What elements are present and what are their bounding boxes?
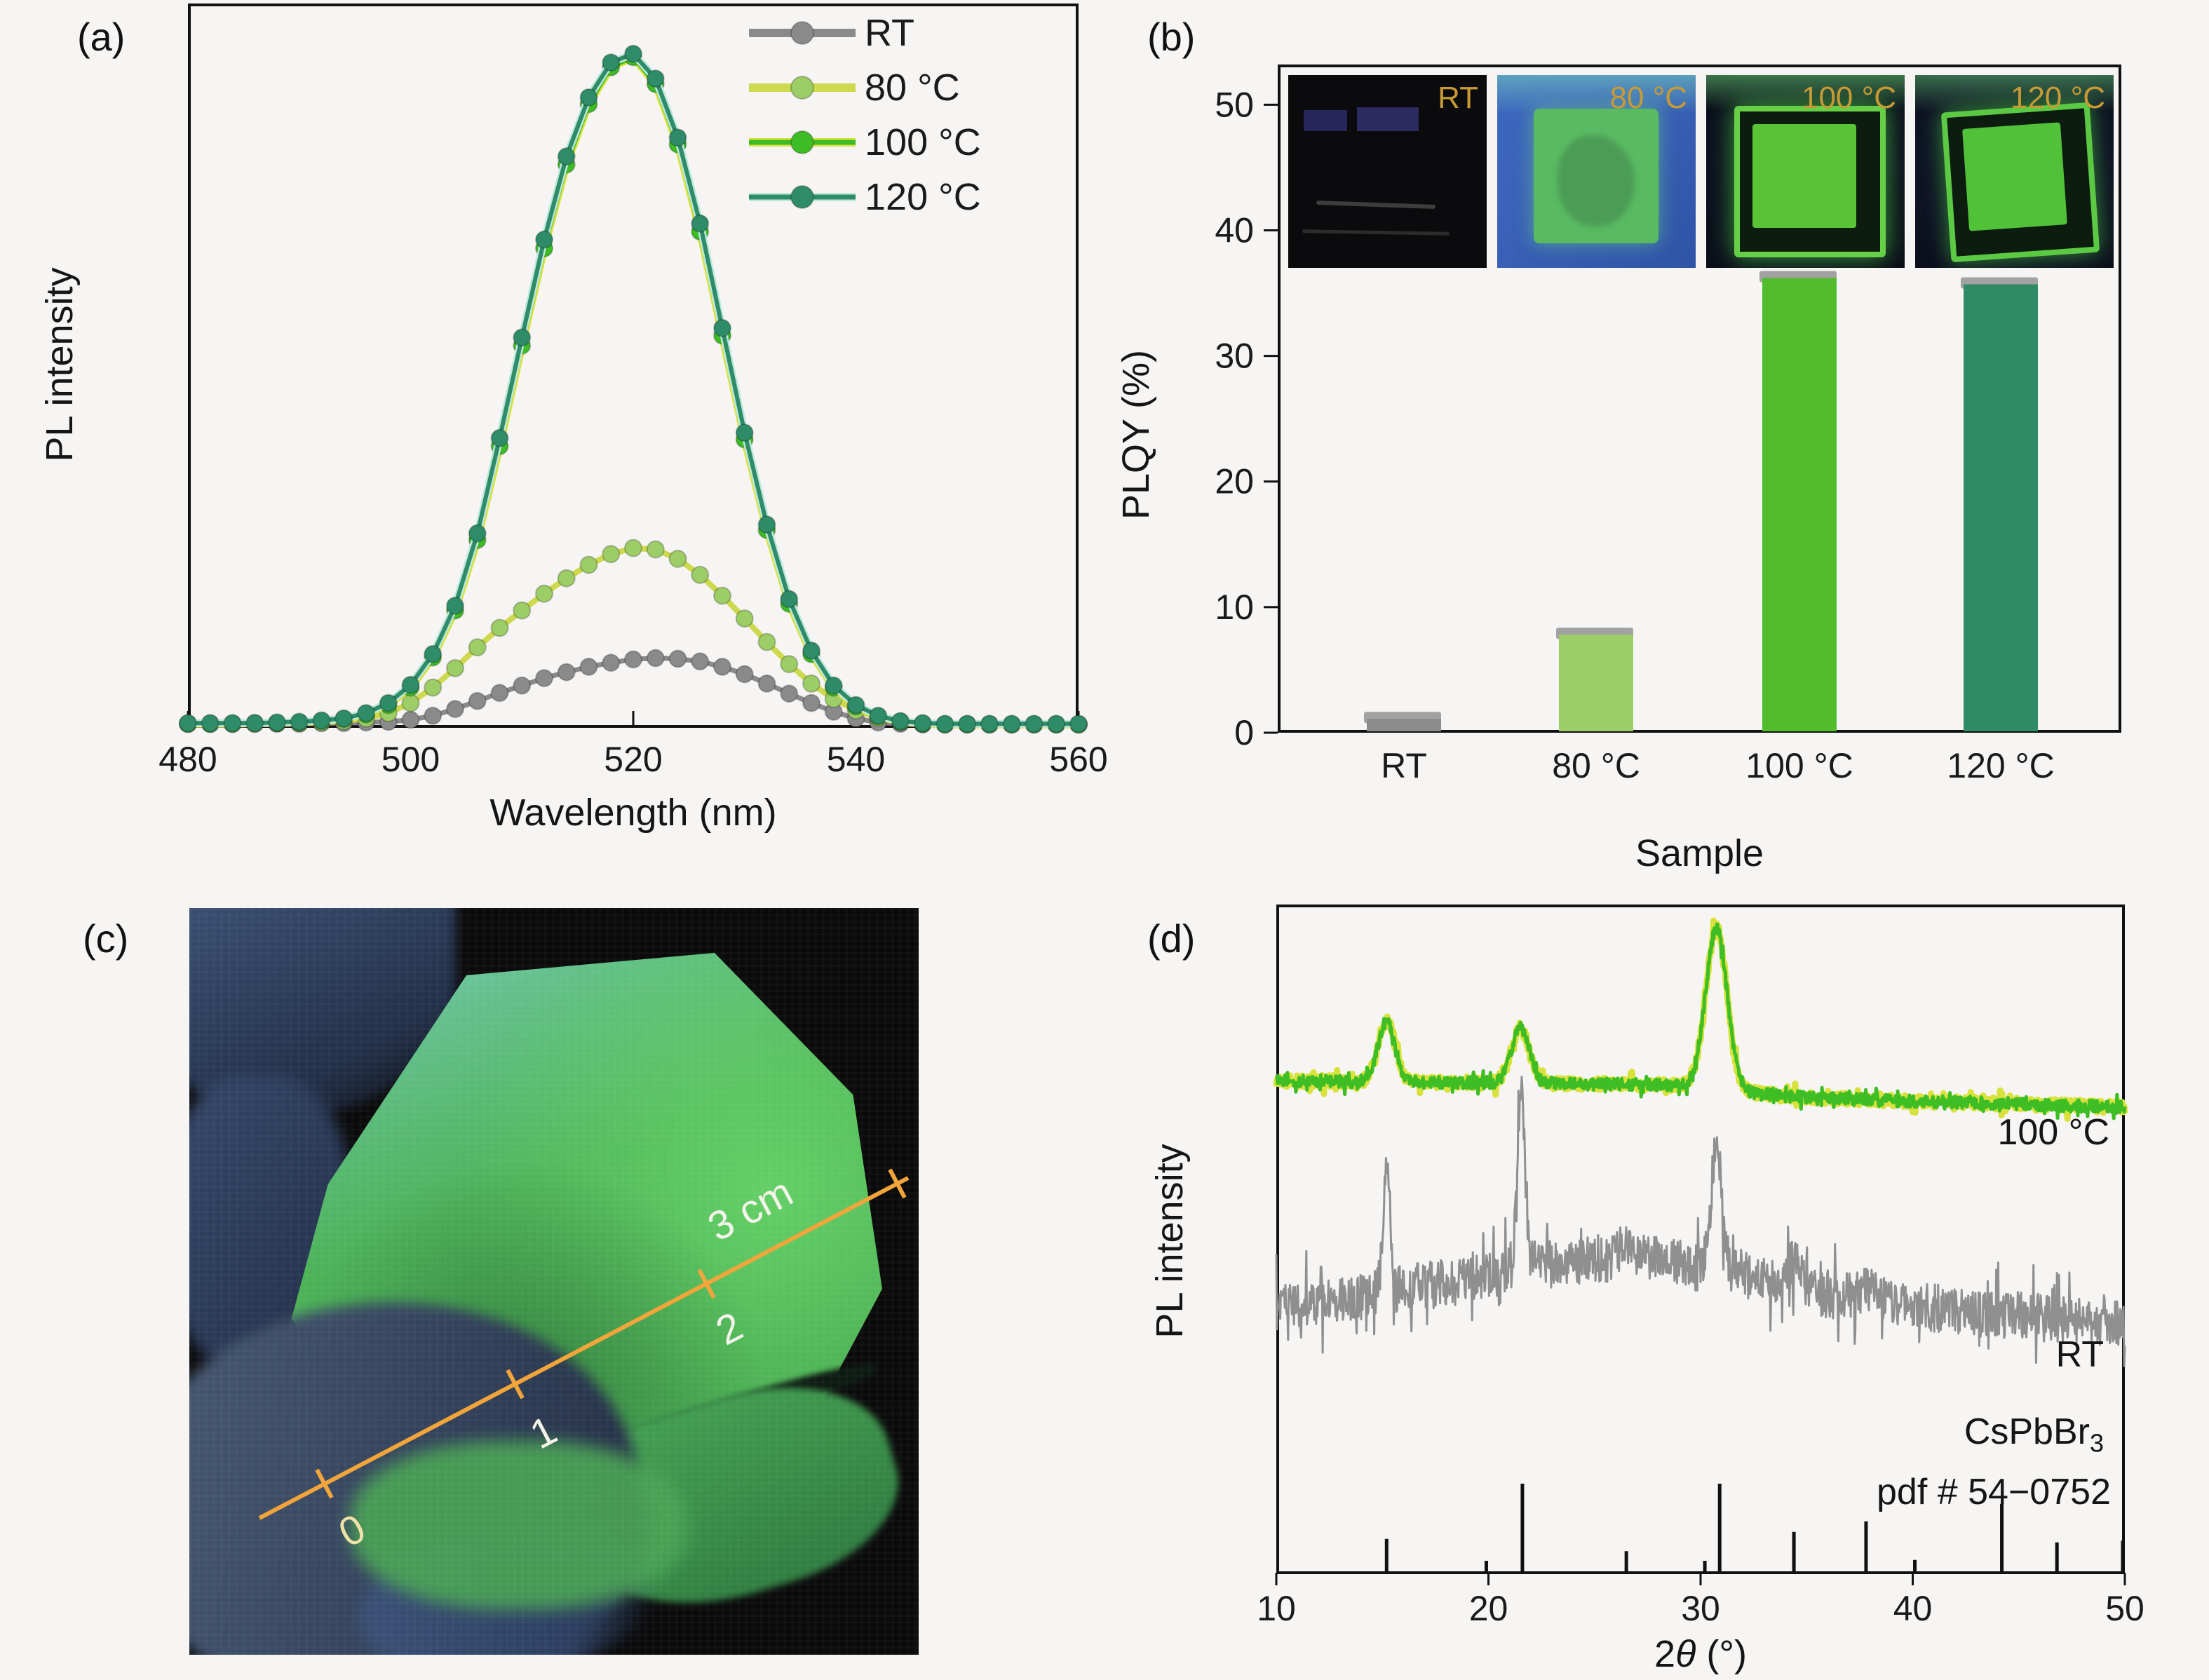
photo-artifact: [1302, 229, 1450, 236]
photo-artifact: [1558, 135, 1635, 226]
panel-a-ylabel: PL intensity: [39, 267, 81, 462]
inset-photo-label: 120 °C: [2010, 81, 2105, 115]
svg-text:20: 20: [1215, 462, 1254, 501]
inset-photo-label: 80 °C: [1609, 81, 1687, 115]
svg-text:RT: RT: [865, 12, 914, 54]
plqy-bar-chart: 0 10 20 30 40 50 RT 80 °C 100 °C 120 °C: [1215, 65, 2121, 785]
panel-d-xlabel: 2θ (°): [1654, 1633, 1747, 1675]
svg-text:30: 30: [1215, 337, 1254, 376]
panel-a-xlabel: Wavelength (nm): [489, 792, 777, 834]
svg-text:0: 0: [1234, 713, 1254, 752]
svg-text:100 °C: 100 °C: [865, 121, 981, 163]
svg-text:40: 40: [1215, 210, 1254, 250]
svg-text:RT: RT: [1381, 746, 1427, 785]
inset-photo-80c: 80 °C: [1497, 75, 1696, 268]
panel-d-letter: (d): [1147, 916, 1196, 961]
svg-text:40: 40: [1893, 1589, 1933, 1628]
inset-photo-label: 100 °C: [1801, 81, 1896, 115]
xrd-chart: 10 20 30 40 50: [1257, 905, 2144, 1628]
photo-film-core: [1962, 122, 2067, 231]
svg-text:500: 500: [381, 740, 440, 779]
svg-text:480: 480: [158, 740, 217, 779]
svg-text:120 °C: 120 °C: [865, 176, 981, 218]
photo-noise: [189, 908, 919, 1655]
photo-glow: [1706, 75, 1905, 110]
photo-artifact: [1304, 110, 1347, 131]
photo-film-core: [1752, 124, 1856, 228]
photo-glow: [1497, 75, 1696, 114]
svg-text:20: 20: [1469, 1589, 1508, 1628]
svg-text:50: 50: [2105, 1589, 2144, 1628]
svg-text:80 °C: 80 °C: [1552, 746, 1640, 785]
photo-artifact: [1357, 107, 1419, 131]
svg-text:520: 520: [604, 740, 662, 779]
sample-photo: 0 1 2 3 cm: [189, 908, 919, 1655]
inset-photo-label: RT: [1438, 81, 1478, 115]
svg-text:10: 10: [1215, 588, 1254, 627]
ruler: [258, 1168, 910, 1520]
inset-photo-120c: 120 °C: [1915, 75, 2114, 268]
panel-d-ylabel: PL intensity: [1149, 1144, 1191, 1339]
svg-text:560: 560: [1049, 740, 1107, 779]
pl-spectra-chart: 480 500 520 540 560 RT 80 °C 100 °C 120 °C: [158, 4, 1108, 779]
svg-text:80 °C: 80 °C: [865, 67, 960, 109]
inset-photo-100c: 100 °C: [1706, 75, 1905, 268]
panel-a-letter: (a): [77, 15, 126, 59]
svg-text:100 °C: 100 °C: [1745, 746, 1853, 785]
inset-photo-rt: RT: [1288, 75, 1487, 268]
svg-text:10: 10: [1257, 1589, 1296, 1628]
svg-text:50: 50: [1215, 85, 1254, 124]
panel-b-ylabel: PLQY (%): [1115, 349, 1157, 520]
plqy-inset-photos: RT 80 °C 100 °C 120 °C: [1288, 75, 2114, 268]
svg-text:540: 540: [827, 740, 885, 779]
panel-b-xlabel: Sample: [1635, 832, 1764, 874]
panel-b-letter: (b): [1147, 15, 1196, 59]
crystal-glow: [351, 1441, 687, 1609]
photo-artifact: [1316, 201, 1436, 209]
panel-c-letter: (c): [83, 916, 129, 961]
svg-text:30: 30: [1681, 1589, 1720, 1628]
svg-text:120 °C: 120 °C: [1947, 746, 2054, 785]
